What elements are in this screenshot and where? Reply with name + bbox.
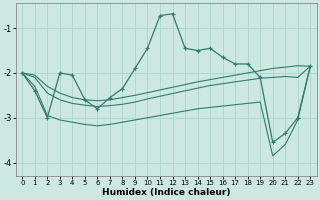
X-axis label: Humidex (Indice chaleur): Humidex (Indice chaleur) — [102, 188, 230, 197]
